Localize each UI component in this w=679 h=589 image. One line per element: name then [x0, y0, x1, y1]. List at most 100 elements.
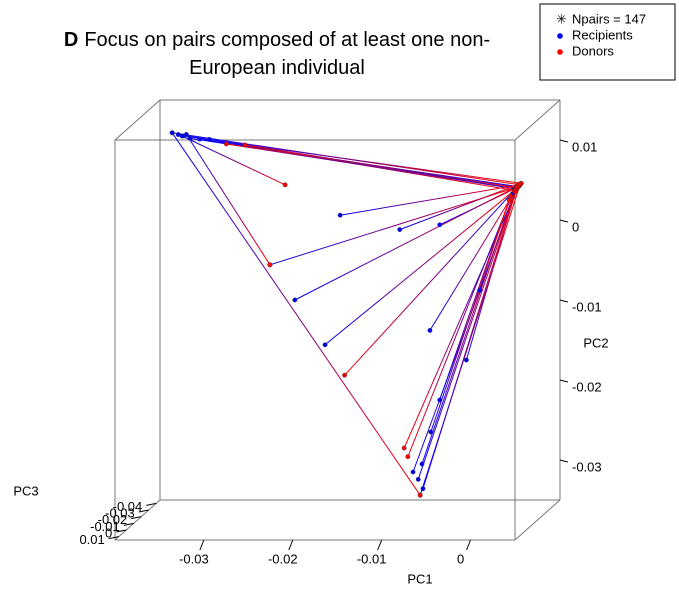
y-tick-label: 0.01	[572, 139, 597, 154]
point	[516, 182, 522, 188]
point	[267, 262, 273, 268]
point	[415, 476, 421, 482]
point	[506, 197, 512, 203]
x-axis-label: PC1	[407, 571, 432, 586]
z-tick	[131, 516, 142, 520]
pair-lines	[171, 132, 522, 496]
pair-line	[439, 199, 510, 401]
pair-line	[399, 183, 520, 231]
pair-line	[244, 144, 515, 190]
pair-line	[439, 186, 519, 226]
z-tick	[116, 529, 127, 533]
legend-marker	[557, 33, 563, 39]
z-tick-label: 0.01	[79, 532, 104, 547]
pair-line	[185, 134, 271, 266]
pair-line	[324, 188, 517, 346]
point	[282, 182, 288, 188]
z-tick-label: -0.02	[98, 512, 128, 527]
pair-line	[407, 193, 514, 457]
x-tick-label: 0	[457, 551, 464, 566]
point	[197, 136, 203, 142]
point	[169, 130, 175, 136]
pair-line	[417, 184, 519, 480]
y-tick	[559, 459, 569, 463]
z-axis-label: PC3	[13, 483, 38, 498]
point	[206, 136, 212, 142]
y-tick-label: 0	[572, 219, 579, 234]
x-tick	[199, 539, 205, 551]
title: D Focus on pairs composed of at least one…	[22, 26, 532, 82]
z-tick	[138, 509, 149, 513]
y-tick	[559, 299, 569, 303]
pair-line	[181, 135, 286, 186]
y-tick-label: -0.02	[572, 379, 602, 394]
y-tick	[559, 219, 569, 223]
y-axis-label: PC2	[583, 335, 608, 350]
point	[419, 461, 425, 467]
point	[397, 227, 403, 233]
x-tick	[466, 539, 472, 551]
point	[427, 327, 433, 333]
x-tick	[288, 539, 294, 551]
z-tick-label: -0.01	[90, 519, 120, 534]
legend-annotation: Npairs = 147	[572, 11, 646, 26]
z-tick-label: -0.03	[105, 505, 135, 520]
box-edge	[514, 499, 561, 541]
legend-label: Recipients	[572, 27, 633, 42]
legend-star: ✳	[556, 11, 567, 26]
z-tick	[146, 502, 157, 506]
title-text: Focus on pairs composed of at least one …	[84, 29, 491, 79]
y-tick	[559, 379, 569, 383]
points	[169, 130, 524, 498]
pair-line	[183, 135, 522, 184]
legend-marker	[557, 49, 563, 55]
z-tick-label: -0.04	[113, 499, 143, 514]
y-tick	[559, 139, 569, 143]
point	[223, 141, 229, 147]
x-tick-label: -0.02	[268, 551, 298, 566]
point	[428, 429, 434, 435]
pair-line	[429, 184, 520, 331]
point	[179, 133, 185, 139]
point	[292, 297, 298, 303]
point	[401, 445, 407, 451]
x-tick-label: -0.01	[357, 551, 387, 566]
pair-line	[479, 186, 518, 291]
legend-label: Donors	[572, 43, 614, 58]
z-tick-label: 0	[105, 525, 112, 540]
y-tick-label: -0.01	[572, 299, 602, 314]
axes: -0.03 -0.02 -0.01 00.010-0.01-0.02-0.03-0.0…	[79, 139, 601, 566]
point	[242, 142, 248, 148]
point	[417, 492, 423, 498]
box	[114, 99, 561, 541]
z-tick	[123, 522, 134, 526]
point	[410, 469, 416, 475]
pair-line	[344, 186, 519, 376]
point	[508, 193, 514, 199]
point	[477, 287, 483, 293]
pair-line	[465, 191, 516, 361]
x-tick-label: -0.03	[179, 551, 209, 566]
y-tick-label: -0.03	[572, 459, 602, 474]
pair-line	[430, 195, 512, 433]
point	[342, 372, 348, 378]
legend-box	[539, 3, 676, 81]
z-tick	[108, 536, 119, 540]
box-edge	[114, 499, 161, 541]
x-tick	[377, 539, 383, 551]
point	[437, 222, 443, 228]
panel-label: D	[63, 29, 79, 51]
pair-line	[340, 184, 520, 216]
point	[405, 454, 411, 460]
box-edge	[114, 99, 161, 141]
point	[183, 131, 189, 137]
pair-line	[171, 132, 421, 496]
box-edge	[514, 99, 561, 141]
point	[187, 135, 193, 141]
point	[337, 212, 343, 218]
point	[463, 357, 469, 363]
point	[420, 486, 426, 492]
point	[437, 397, 443, 403]
